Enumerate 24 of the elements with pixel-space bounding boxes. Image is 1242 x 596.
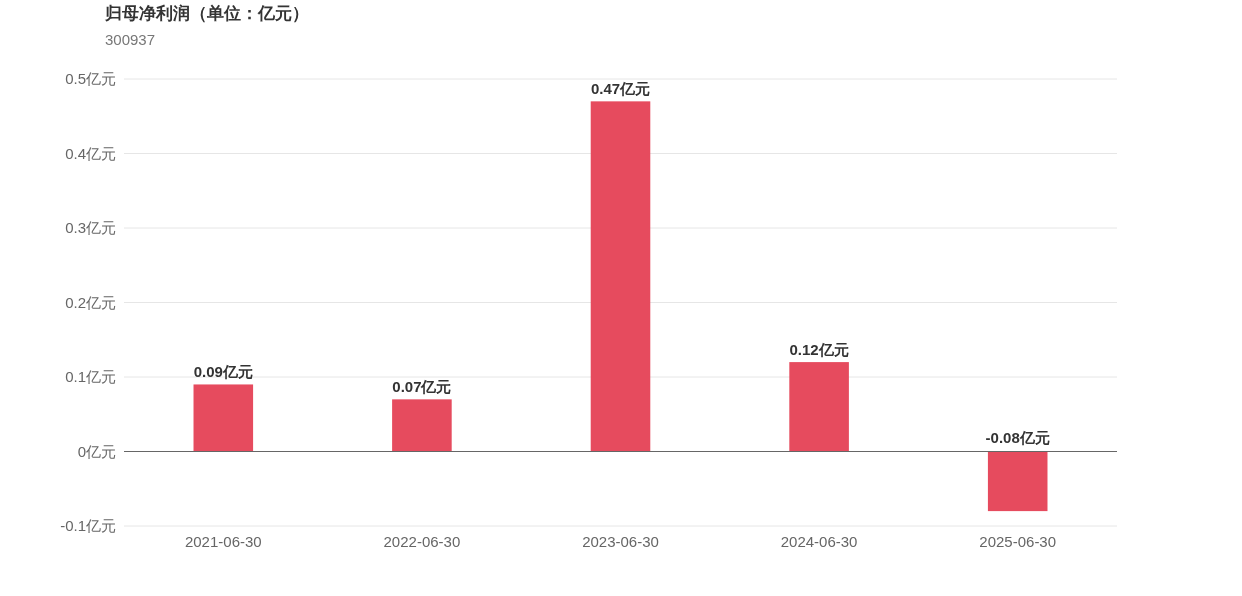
data-label: 0.07亿元 <box>392 378 452 396</box>
bar <box>193 384 254 452</box>
x-tick-label: 2023-06-30 <box>582 533 659 550</box>
x-tick-label: 2024-06-30 <box>780 533 858 550</box>
y-tick-label: 0.4亿元 <box>65 144 116 162</box>
y-tick-label: 0.3亿元 <box>65 219 116 236</box>
bar <box>392 399 452 452</box>
y-tick-label: 0亿元 <box>77 442 116 460</box>
y-tick-label: 0.5亿元 <box>65 70 116 87</box>
y-tick-label: -0.1亿元 <box>60 517 116 534</box>
bar <box>789 362 849 452</box>
bar <box>987 451 1048 512</box>
bar <box>590 101 651 452</box>
data-label: 0.47亿元 <box>590 80 651 98</box>
x-tick-label: 2022-06-30 <box>383 533 461 550</box>
y-tick-label: 0.1亿元 <box>65 368 116 385</box>
chart-subtitle: 300937 <box>105 31 156 48</box>
data-label: 0.12亿元 <box>789 341 849 359</box>
x-tick-label: 2021-06-30 <box>184 533 262 550</box>
chart-title: 归母净利润（单位：亿元） <box>104 4 309 23</box>
data-label: 0.09亿元 <box>193 363 253 381</box>
x-tick-label: 2025-06-30 <box>979 533 1057 550</box>
y-tick-label: 0.2亿元 <box>65 293 116 311</box>
data-label: -0.08亿元 <box>985 428 1050 446</box>
